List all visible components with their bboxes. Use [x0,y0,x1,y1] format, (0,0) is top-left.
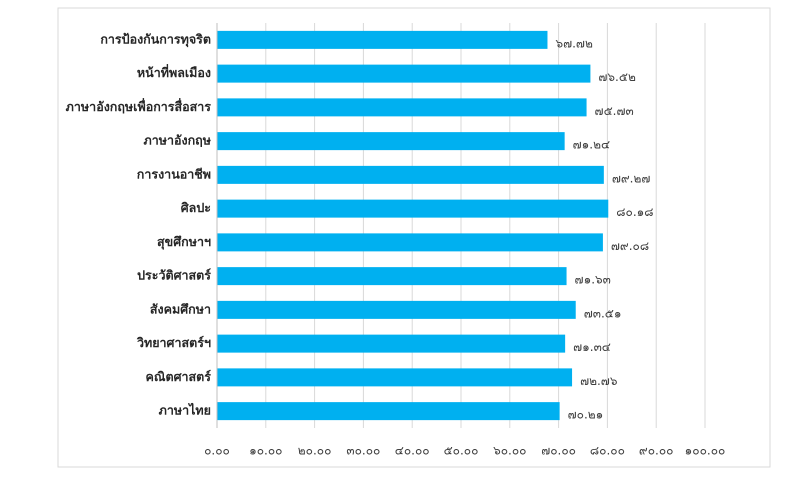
bar [217,199,609,218]
category-label: การป้องกันการทุจริต [100,31,211,47]
bar [217,334,566,353]
value-label: ๗๒.๗๖ [580,374,617,388]
bar [217,300,576,319]
bar [217,64,591,83]
category-label: ภาษาอังกฤษเพื่อการสื่อสาร [66,98,212,114]
bar [217,402,560,421]
value-label: ๗๓.๕๑ [584,306,622,320]
value-label: ๖๗.๗๒ [555,36,592,50]
bar [217,368,573,387]
x-tick-label: ๑๐.๐๐ [249,444,282,458]
value-label: ๘๐.๑๘ [616,205,653,219]
category-label: ภาษาอังกฤษ [143,133,211,148]
category-label: ภาษาไทย [159,403,211,418]
category-label: ศิลปะ [181,200,211,215]
value-label: ๗๑.๓๔ [573,340,611,354]
x-tick-label: ๐.๐๐ [204,444,230,458]
x-tick-label: ๖๐.๐๐ [493,444,526,458]
category-label: สังคมศึกษา [150,301,211,316]
value-label: ๗๐.๒๑ [568,408,604,422]
bar [217,98,587,117]
x-tick-label: ๘๐.๐๐ [590,444,625,458]
value-label: ๗๙.๐๘ [611,239,649,253]
x-tick-label: ๒๐.๐๐ [298,444,332,458]
value-label: ๗๕.๗๓ [595,104,634,118]
x-tick-label: ๓๐.๐๐ [346,444,380,458]
category-label: ประวัติศาสตร์ [137,268,211,283]
category-label: วิทยาศาสตร์ฯ [136,335,211,350]
category-label: สุขศึกษาฯ [157,234,211,250]
x-tick-label: ๑๐๐.๐๐ [685,444,726,458]
x-tick-label: ๕๐.๐๐ [444,444,479,458]
x-tick-label: ๗๐.๐๐ [541,444,576,458]
value-label: ๗๙.๒๗ [612,171,651,185]
x-tick-label: ๔๐.๐๐ [395,444,430,458]
bar [217,132,565,151]
value-label: ๗๑.๒๔ [573,138,610,152]
bar [217,165,604,184]
category-label: คณิตศาสตร์ [146,369,212,384]
value-label: ๗๖.๕๒ [598,70,636,84]
category-label: หน้าที่พลเมือง [137,64,211,80]
value-label: ๗๑.๖๓ [575,273,611,287]
bar [217,30,548,49]
x-tick-label: ๙๐.๐๐ [639,444,674,458]
bar [217,267,567,286]
bar [217,233,603,252]
category-label: การงานอาชีพ [137,166,211,181]
